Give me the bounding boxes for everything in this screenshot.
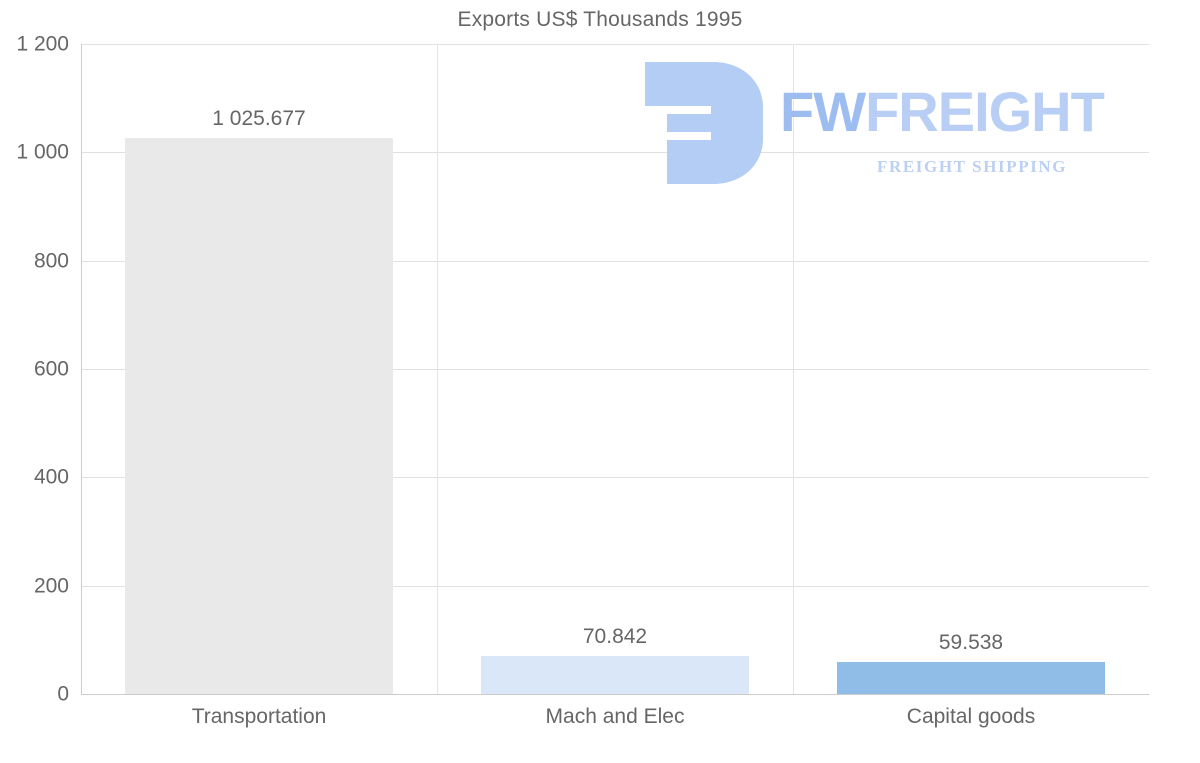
gridline	[81, 152, 1149, 154]
gridline	[81, 477, 1149, 479]
y-axis-tick-label: 600	[33, 357, 69, 381]
y-axis-tick-label: 1 200	[16, 32, 69, 56]
y-axis-tick-label: 400	[33, 465, 69, 489]
y-axis-tick-label: 800	[33, 249, 69, 273]
gridline	[81, 694, 1149, 695]
y-axis-tick-label: 0	[57, 682, 69, 706]
bar[interactable]	[125, 138, 393, 694]
plot-area	[81, 44, 1149, 695]
chart-title: Exports US$ Thousands 1995	[457, 8, 743, 31]
gridline	[81, 260, 1149, 262]
bar[interactable]	[837, 661, 1105, 694]
bar-value-label: 70.842	[582, 624, 648, 648]
gridline	[81, 585, 1149, 587]
x-axis-category-label: Transportation	[191, 705, 327, 728]
bar-value-label: 59.538	[938, 630, 1004, 654]
y-axis-tick-label: 200	[33, 574, 69, 598]
category-divider	[437, 44, 438, 694]
y-axis-line	[81, 44, 82, 694]
gridline	[81, 44, 1149, 45]
y-axis-tick-label: 1 000	[16, 140, 69, 164]
category-divider	[793, 44, 794, 694]
x-axis-category-label: Mach and Elec	[545, 705, 685, 728]
x-axis-category-label: Capital goods	[906, 705, 1036, 728]
bar-value-label: 1 025.677	[212, 107, 306, 131]
bar[interactable]	[481, 655, 749, 694]
gridline	[81, 369, 1149, 370]
